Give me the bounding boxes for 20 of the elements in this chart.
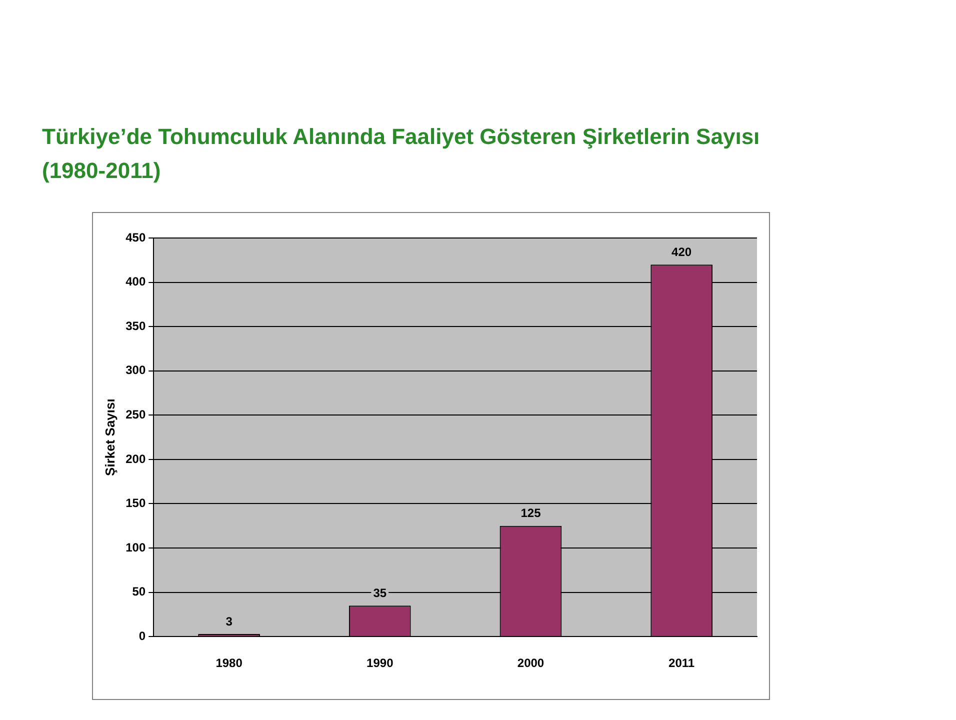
- y-tick-label: 300: [126, 363, 146, 378]
- x-tick-label: 1980: [216, 656, 243, 670]
- x-tick-label: 1990: [366, 656, 394, 670]
- y-tick-label: 150: [126, 496, 146, 510]
- data-label: 3: [226, 614, 233, 628]
- y-tick-label: 250: [126, 407, 146, 422]
- y-tick-label: 400: [126, 274, 146, 289]
- y-axis-title: Şirket Sayısı: [102, 398, 118, 476]
- y-tick-label: 450: [126, 230, 146, 244]
- data-label: 125: [520, 506, 542, 520]
- y-tick-label: 0: [138, 628, 146, 643]
- chart-title: Türkiye’de Tohumculuk Alanında Faaliyet Gösteren Şirketlerin Sayısı (1980-2011): [42, 123, 761, 185]
- x-tick-label: 2011: [668, 656, 695, 670]
- y-tick-label: 350: [126, 318, 146, 333]
- y-tick-label: 50: [132, 584, 146, 599]
- x-tick-label: 2000: [517, 656, 544, 670]
- y-tick-label: 100: [126, 540, 146, 554]
- data-label: 35: [373, 586, 387, 600]
- y-tick-label: 200: [126, 452, 146, 466]
- data-label: 420: [672, 244, 692, 259]
